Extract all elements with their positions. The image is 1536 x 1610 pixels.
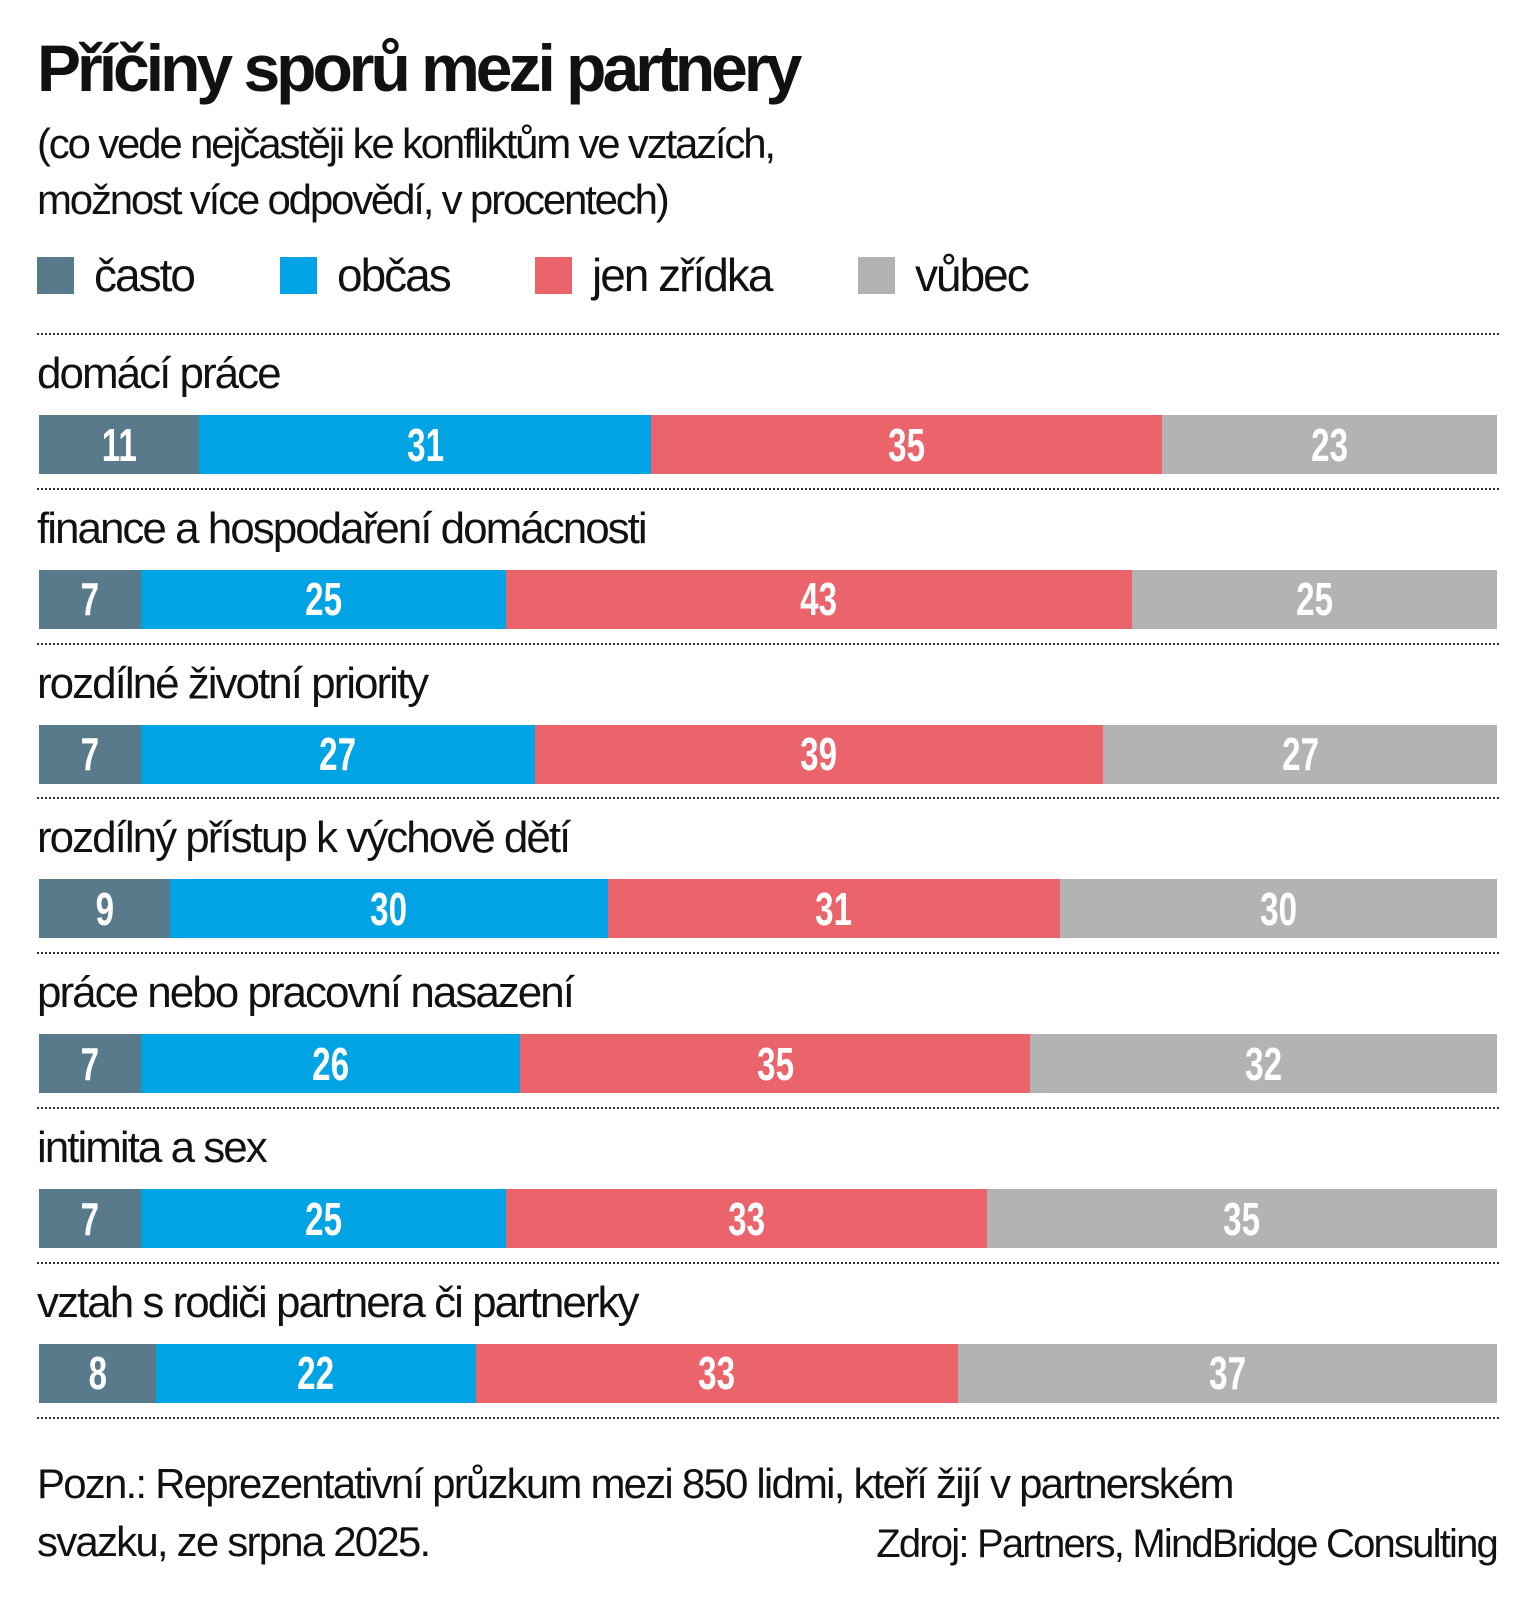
legend-item-jen-zridka: jen zřídka bbox=[535, 248, 773, 302]
data-label: 25 bbox=[304, 1192, 342, 1245]
data-label: 31 bbox=[815, 882, 853, 935]
data-label: 7 bbox=[80, 1037, 100, 1090]
data-label: 27 bbox=[1281, 728, 1319, 781]
data-label: 33 bbox=[698, 1347, 736, 1400]
legend-item-obcas: občas bbox=[280, 248, 452, 302]
bar-segment: 31 bbox=[199, 415, 652, 474]
stacked-bar: 7 27 39 27 bbox=[39, 724, 1497, 784]
bar-segment: 27 bbox=[1103, 724, 1497, 784]
data-label: 7 bbox=[80, 1192, 100, 1245]
data-label: 30 bbox=[370, 882, 408, 935]
data-label: 23 bbox=[1310, 418, 1348, 471]
data-label: 11 bbox=[101, 418, 137, 471]
source: Zdroj: Partners, MindBridge Consulting bbox=[876, 1522, 1499, 1566]
legend-item-casto: často bbox=[37, 248, 196, 302]
legend-label: vůbec bbox=[915, 249, 1030, 301]
stacked-bar: 8 22 33 37 bbox=[39, 1343, 1497, 1403]
bar-segment: 23 bbox=[1161, 415, 1497, 474]
bar-segment: 7 bbox=[39, 1189, 142, 1248]
category-label: vztah s rodiči partnera či partnerky bbox=[37, 1277, 640, 1327]
data-label: 31 bbox=[406, 418, 444, 471]
bar-segment: 27 bbox=[141, 724, 535, 784]
legend-label: jen zřídka bbox=[592, 249, 773, 301]
bar-segment: 33 bbox=[505, 1189, 987, 1248]
data-label: 22 bbox=[297, 1347, 335, 1400]
bar-segment: 8 bbox=[39, 1343, 156, 1403]
data-label: 30 bbox=[1259, 882, 1297, 935]
bar-segment: 7 bbox=[39, 724, 142, 784]
bar-segment: 35 bbox=[986, 1189, 1497, 1248]
row-divider bbox=[37, 797, 1499, 800]
data-label: 35 bbox=[888, 418, 925, 471]
legend-item-vubec: vůbec bbox=[858, 248, 1030, 302]
data-label: 9 bbox=[95, 882, 114, 935]
legend-swatch bbox=[535, 256, 572, 294]
data-label: 43 bbox=[800, 573, 838, 626]
bar-segment: 43 bbox=[505, 569, 1133, 629]
data-label: 26 bbox=[312, 1037, 350, 1090]
legend-swatch bbox=[37, 256, 74, 294]
bar-segment: 30 bbox=[1059, 879, 1497, 939]
stacked-bar: 7 25 43 25 bbox=[39, 569, 1497, 629]
chart-subtitle-line-2: možnost více odpovědí, v procentech) bbox=[37, 176, 670, 223]
bar-segment: 33 bbox=[476, 1343, 958, 1403]
bar-segment: 32 bbox=[1030, 1034, 1497, 1094]
stacked-bar: 7 25 33 35 bbox=[39, 1189, 1497, 1248]
bar-segment: 25 bbox=[141, 569, 506, 629]
note-line-1: Pozn.: Reprezentativní průzkum mezi 850 … bbox=[37, 1460, 1235, 1507]
row-divider bbox=[37, 487, 1499, 490]
data-label: 25 bbox=[1296, 573, 1334, 626]
category-label: rozdílný přístup k výchově dětí bbox=[37, 813, 571, 863]
legend-label: často bbox=[94, 249, 196, 301]
row-divider bbox=[37, 333, 1499, 335]
data-label: 32 bbox=[1245, 1037, 1283, 1090]
data-label: 35 bbox=[1223, 1192, 1261, 1245]
data-label: 33 bbox=[727, 1192, 765, 1245]
data-label: 35 bbox=[756, 1037, 794, 1090]
data-label: 27 bbox=[319, 728, 357, 781]
bar-segment: 11 bbox=[39, 415, 200, 474]
data-label: 39 bbox=[800, 728, 838, 781]
stacked-bar: 9 30 31 30 bbox=[39, 879, 1497, 939]
bar-segment: 31 bbox=[607, 879, 1060, 939]
data-label: 25 bbox=[304, 573, 342, 626]
row-divider bbox=[37, 1107, 1499, 1109]
category-label: intimita a sex bbox=[37, 1123, 268, 1172]
chart-title: Příčiny sporů mezi partnery bbox=[37, 31, 802, 105]
data-label: 37 bbox=[1208, 1347, 1246, 1400]
bar-segment: 9 bbox=[39, 879, 171, 939]
chart-subtitle-line-1: (co vede nejčastěji ke konfliktům ve vzt… bbox=[37, 120, 776, 167]
category-label: rozdílné životní priority bbox=[37, 658, 429, 708]
data-label: 8 bbox=[88, 1347, 107, 1400]
bar-segment: 37 bbox=[957, 1343, 1497, 1403]
category-label: domácí práce bbox=[37, 349, 282, 398]
row-divider bbox=[37, 642, 1499, 645]
bar-segment: 35 bbox=[520, 1034, 1031, 1094]
row-divider bbox=[37, 1416, 1499, 1419]
data-label: 7 bbox=[80, 573, 100, 626]
bar-segment: 7 bbox=[39, 1034, 142, 1094]
data-label: 7 bbox=[80, 728, 100, 781]
category-label: finance a hospodaření domácnosti bbox=[37, 503, 648, 553]
category-label: práce nebo pracovní nasazení bbox=[37, 968, 575, 1018]
row-divider bbox=[37, 952, 1499, 955]
stacked-bar: 7 26 35 32 bbox=[39, 1034, 1497, 1094]
note-line-2: svazku, ze srpna 2025. bbox=[37, 1518, 431, 1565]
bar-segment: 30 bbox=[170, 879, 608, 939]
bar-segment: 22 bbox=[155, 1343, 477, 1403]
bar-segment: 26 bbox=[141, 1034, 521, 1094]
bar-segment: 39 bbox=[534, 724, 1104, 784]
legend-swatch bbox=[858, 256, 895, 294]
legend: často občas jen zřídka vůbec bbox=[37, 248, 1497, 301]
bar-segment: 25 bbox=[141, 1189, 506, 1248]
bar-segment: 25 bbox=[1132, 569, 1497, 629]
bar-segment: 7 bbox=[39, 569, 142, 629]
row-divider bbox=[37, 1261, 1499, 1264]
stacked-bar: 11 31 35 23 bbox=[39, 415, 1497, 474]
legend-label: občas bbox=[337, 249, 452, 301]
bar-segment: 35 bbox=[651, 415, 1162, 474]
legend-swatch bbox=[280, 256, 317, 294]
